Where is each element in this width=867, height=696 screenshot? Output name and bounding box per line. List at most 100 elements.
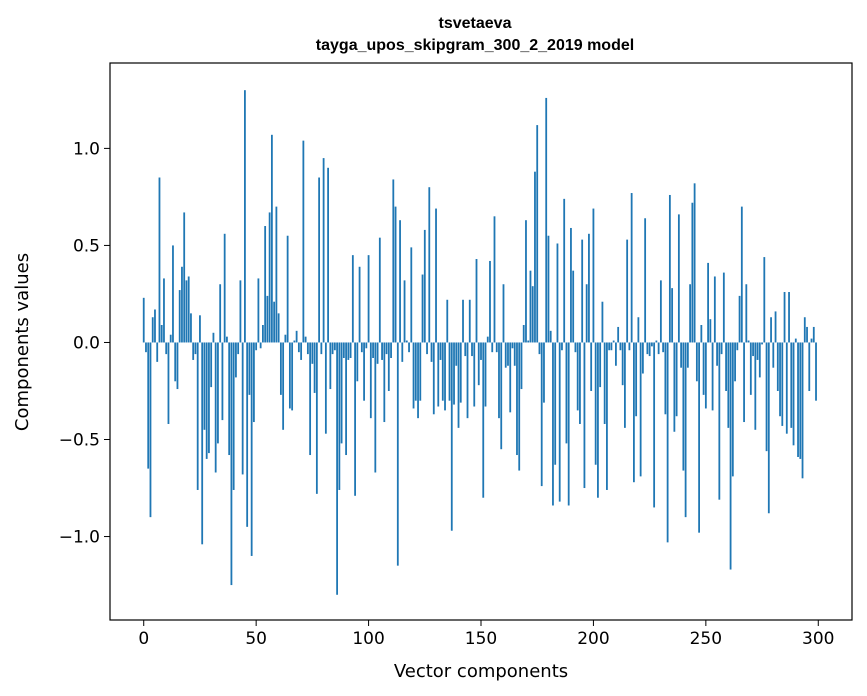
bar xyxy=(455,342,458,366)
bar xyxy=(232,342,235,490)
bar xyxy=(558,342,561,502)
bar xyxy=(491,342,494,353)
bar xyxy=(268,212,271,343)
bar xyxy=(396,342,399,566)
bar xyxy=(770,317,772,343)
bar xyxy=(255,342,258,351)
bar xyxy=(378,237,381,343)
bar xyxy=(641,342,644,374)
bar xyxy=(500,342,503,450)
bar xyxy=(149,342,152,518)
bar xyxy=(174,342,177,382)
bar xyxy=(650,342,653,347)
bar xyxy=(534,171,536,343)
bar xyxy=(187,276,190,343)
bar xyxy=(734,342,736,382)
bar xyxy=(574,342,577,353)
bar xyxy=(441,342,444,401)
bar xyxy=(799,342,802,459)
bar xyxy=(716,342,718,366)
bar xyxy=(608,342,611,351)
bar xyxy=(376,342,379,364)
bar xyxy=(333,342,336,351)
bar xyxy=(331,342,334,355)
bar xyxy=(181,266,183,343)
bar xyxy=(196,342,199,490)
bar xyxy=(372,342,374,358)
bar xyxy=(192,342,195,360)
bar xyxy=(615,342,617,366)
bar xyxy=(304,336,307,343)
x-tick-label: 300 xyxy=(802,629,834,649)
bar xyxy=(603,342,606,424)
bar xyxy=(756,342,759,360)
bar xyxy=(275,206,278,343)
bar xyxy=(340,342,343,444)
bar xyxy=(419,342,422,401)
bar xyxy=(664,342,667,415)
bar xyxy=(781,342,784,426)
bar xyxy=(473,342,476,407)
bar xyxy=(810,338,813,343)
bar xyxy=(668,194,671,343)
bar xyxy=(502,284,505,343)
bar xyxy=(484,342,487,407)
bar xyxy=(291,342,294,411)
bar xyxy=(520,342,523,390)
bar xyxy=(228,342,231,456)
bar xyxy=(151,317,154,343)
bar xyxy=(601,301,604,343)
bar xyxy=(767,342,770,514)
bar xyxy=(403,280,406,343)
bar xyxy=(358,266,361,343)
bar xyxy=(257,278,260,343)
x-tick-label: 0 xyxy=(138,629,149,649)
bar xyxy=(190,313,192,343)
bar xyxy=(624,342,626,428)
bar xyxy=(392,179,395,343)
bar xyxy=(435,208,437,343)
bar xyxy=(163,278,165,343)
x-tick-label: 150 xyxy=(465,629,497,649)
bar xyxy=(518,342,521,471)
bar xyxy=(349,342,352,358)
bar xyxy=(426,342,428,355)
bar xyxy=(230,342,233,586)
bar xyxy=(284,334,287,343)
x-axis-ticks: 0 50 100 150 200 250 300 xyxy=(138,620,834,649)
bar xyxy=(680,342,683,368)
bar xyxy=(226,336,228,343)
bar xyxy=(172,245,174,343)
bar xyxy=(160,325,163,343)
bar xyxy=(606,342,608,490)
bar xyxy=(702,342,705,395)
bar xyxy=(383,342,386,423)
bar xyxy=(594,342,597,465)
bar xyxy=(655,340,658,343)
bar xyxy=(700,325,703,343)
bar xyxy=(808,342,811,391)
bar xyxy=(675,342,678,417)
bar xyxy=(259,342,262,349)
bar xyxy=(302,140,305,343)
x-tick-label: 200 xyxy=(577,629,609,649)
bar xyxy=(273,301,276,343)
bar xyxy=(185,280,188,343)
bar xyxy=(626,239,629,343)
bar xyxy=(311,342,314,364)
bar xyxy=(430,342,433,362)
bar xyxy=(718,342,721,500)
bar xyxy=(417,342,419,419)
bar xyxy=(293,340,296,343)
bar xyxy=(156,342,159,362)
bar xyxy=(644,218,647,343)
bar xyxy=(803,317,806,343)
bar xyxy=(365,342,368,349)
bar xyxy=(360,342,363,353)
bar xyxy=(178,290,181,343)
bar xyxy=(457,342,460,428)
bar xyxy=(806,326,808,343)
chart-title: tsvetaeva xyxy=(439,15,512,32)
bar xyxy=(253,342,255,423)
bar xyxy=(313,342,316,393)
